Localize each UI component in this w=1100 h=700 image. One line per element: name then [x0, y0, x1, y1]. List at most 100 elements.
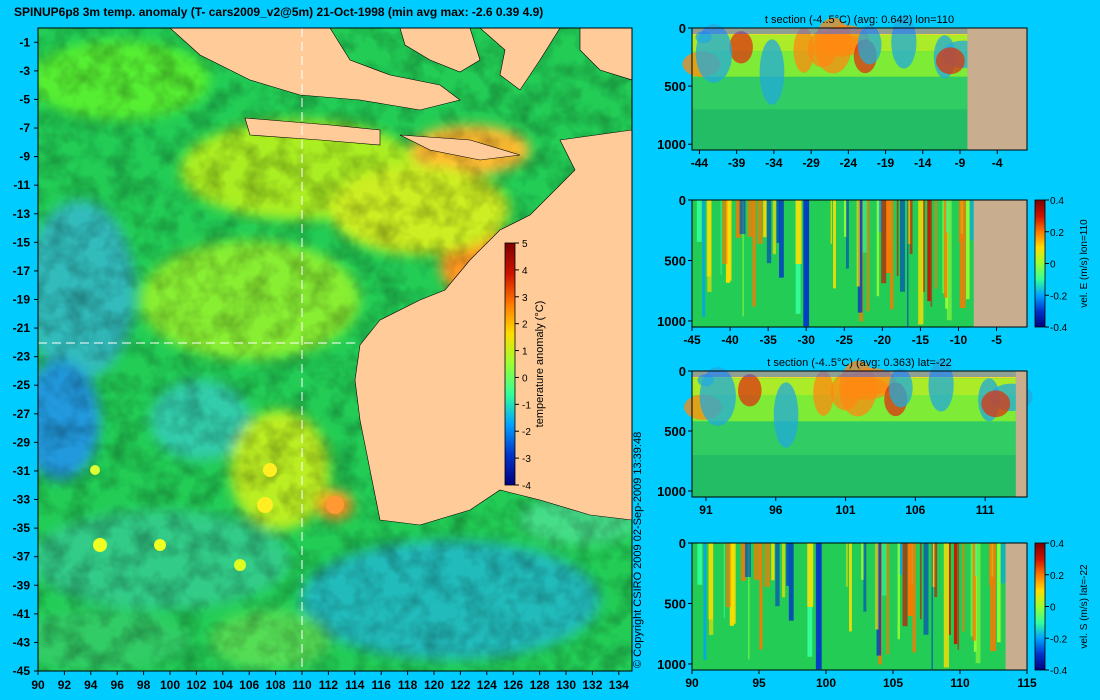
section-y-tick-label: 500 — [664, 253, 686, 268]
section-velocity-streak — [931, 543, 933, 670]
section-velocity-streak — [918, 200, 924, 325]
map-y-tick-label: -5 — [19, 92, 30, 106]
section-velocity-streak — [876, 543, 882, 656]
section-velocity-streak — [795, 200, 802, 265]
section-velocity-streak — [807, 543, 814, 608]
land-australia — [354, 129, 632, 526]
map-x-tick-label: 124 — [477, 678, 497, 692]
section-velocity-streak — [919, 543, 922, 620]
section-velocity-streak — [752, 200, 756, 307]
section-velocity-streak — [846, 543, 848, 587]
map-y-tick-label: -9 — [19, 150, 30, 164]
map-y-tick-label: -25 — [13, 378, 31, 392]
section-anomaly-blob — [699, 366, 736, 426]
section-velocity-streak — [733, 543, 736, 624]
section-velocity-streak — [966, 200, 970, 300]
section-velocity-streak — [946, 200, 949, 233]
map-y-tick-label: -13 — [13, 207, 31, 221]
section-velocity-streak — [775, 543, 780, 607]
section-velocity-streak — [779, 200, 784, 278]
section-y-tick-label: 1000 — [657, 484, 686, 499]
section-y-tick-label: 1000 — [657, 657, 686, 672]
section-x-tick-label: -40 — [721, 333, 739, 347]
section-x-tick-label: 106 — [905, 503, 925, 517]
section-velocity-streak — [909, 200, 913, 255]
section-velocity-streak — [725, 543, 731, 608]
section-velocity-streak — [747, 200, 754, 237]
section-y-tick-label: 500 — [664, 424, 686, 439]
section-velocity-streak — [1000, 543, 1006, 584]
section-velocity-streak — [725, 200, 731, 283]
map-x-tick-label: 126 — [503, 678, 523, 692]
section-velocity-streak — [849, 543, 852, 632]
section-depth-band — [692, 76, 968, 110]
section-velocity-streak — [744, 543, 751, 578]
section-anomaly-blob — [814, 17, 852, 74]
land-sumatra-java — [169, 28, 461, 111]
section-frame — [691, 370, 1028, 498]
section-velocity-streak — [759, 543, 763, 650]
map-colorbar-tick-label: 0 — [522, 373, 528, 384]
section-velocity-streak — [815, 543, 822, 670]
section-velocity-streak — [944, 200, 948, 298]
section-anomaly-blob — [981, 390, 1011, 418]
map-colorbar-bar — [504, 242, 516, 486]
map-x-tick-label: 122 — [450, 678, 470, 692]
map-y-tick-label: -29 — [13, 435, 31, 449]
map-y-tick-label: -43 — [13, 635, 31, 649]
section-velocity-streak — [863, 543, 867, 612]
section-colorbar-tick-label: 0.4 — [1050, 196, 1064, 207]
map-y-tick-label: -15 — [13, 235, 31, 249]
section-velocity-streak — [969, 200, 975, 241]
section-anomaly-blob — [857, 25, 882, 65]
section-y-tick-label: 0 — [679, 536, 686, 551]
section-velocity-streak — [902, 543, 908, 627]
section-x-tick-label: -24 — [840, 156, 858, 170]
section-colorbar-tick-label: -0.2 — [1050, 291, 1068, 302]
section-velocity-streak — [886, 543, 890, 655]
section-velocity-streak — [788, 543, 794, 621]
map-x-tick-label: 132 — [582, 678, 602, 692]
map-y-tick-label: -23 — [13, 350, 31, 364]
section-velocity-streak — [763, 200, 767, 238]
section-velocity-streak — [990, 543, 993, 580]
section-x-tick-label: -29 — [802, 156, 820, 170]
section-velocity-streak — [703, 543, 707, 660]
section-x-tick-label: -34 — [765, 156, 783, 170]
section-anomaly-blob — [888, 368, 913, 408]
section-colorbar-label: vel. E (m/s) lon=110 — [1079, 219, 1090, 308]
map-x-tick-label: 128 — [530, 678, 550, 692]
section-colorbar-tick-label: 0.2 — [1050, 571, 1064, 582]
section-x-tick-label: -9 — [955, 156, 966, 170]
map-colorbar-tick-label: -4 — [522, 481, 531, 492]
map-y-tick-label: -33 — [13, 493, 31, 507]
map-x-tick-label: 90 — [31, 678, 45, 692]
map-land — [169, 28, 632, 526]
map-x-tick-label: 94 — [84, 678, 98, 692]
map-x-tick-label: 92 — [58, 678, 72, 692]
section-y-tick-label: 0 — [679, 193, 686, 208]
section-x-tick-label: -35 — [759, 333, 777, 347]
section-velocity-streak — [875, 543, 879, 630]
section-x-tick-label: -45 — [683, 333, 701, 347]
section-velocity-streak — [912, 543, 916, 653]
section-anomaly-blob — [935, 47, 965, 75]
section-velocity-streak — [897, 543, 903, 575]
section-x-tick-label: -14 — [914, 156, 932, 170]
section-velocity-streak — [907, 200, 909, 327]
map-x-tick-label: 100 — [160, 678, 180, 692]
map-colorbar-tick-label: 5 — [522, 239, 528, 250]
section-velocity-streak — [729, 543, 735, 626]
section-velocity-streak — [897, 543, 901, 640]
section-colorbar-tick-label: -0.2 — [1050, 634, 1068, 645]
section-velocity-streak — [934, 543, 938, 598]
section-x-tick-label: 96 — [769, 503, 783, 517]
map-frame — [37, 27, 633, 672]
section-title: t section (-4..5°C) (avg: 0.642) lon=110 — [765, 14, 954, 26]
map-colorbar-tick-label: -1 — [522, 400, 531, 411]
section-title: t section (-4..5°C) (avg: 0.363) lat=-22 — [767, 357, 951, 369]
section-depth-band — [692, 421, 1016, 455]
map-warm-eddies — [90, 463, 344, 571]
section-velocity-streak — [720, 200, 722, 276]
section-x-tick-label: 105 — [883, 676, 903, 690]
